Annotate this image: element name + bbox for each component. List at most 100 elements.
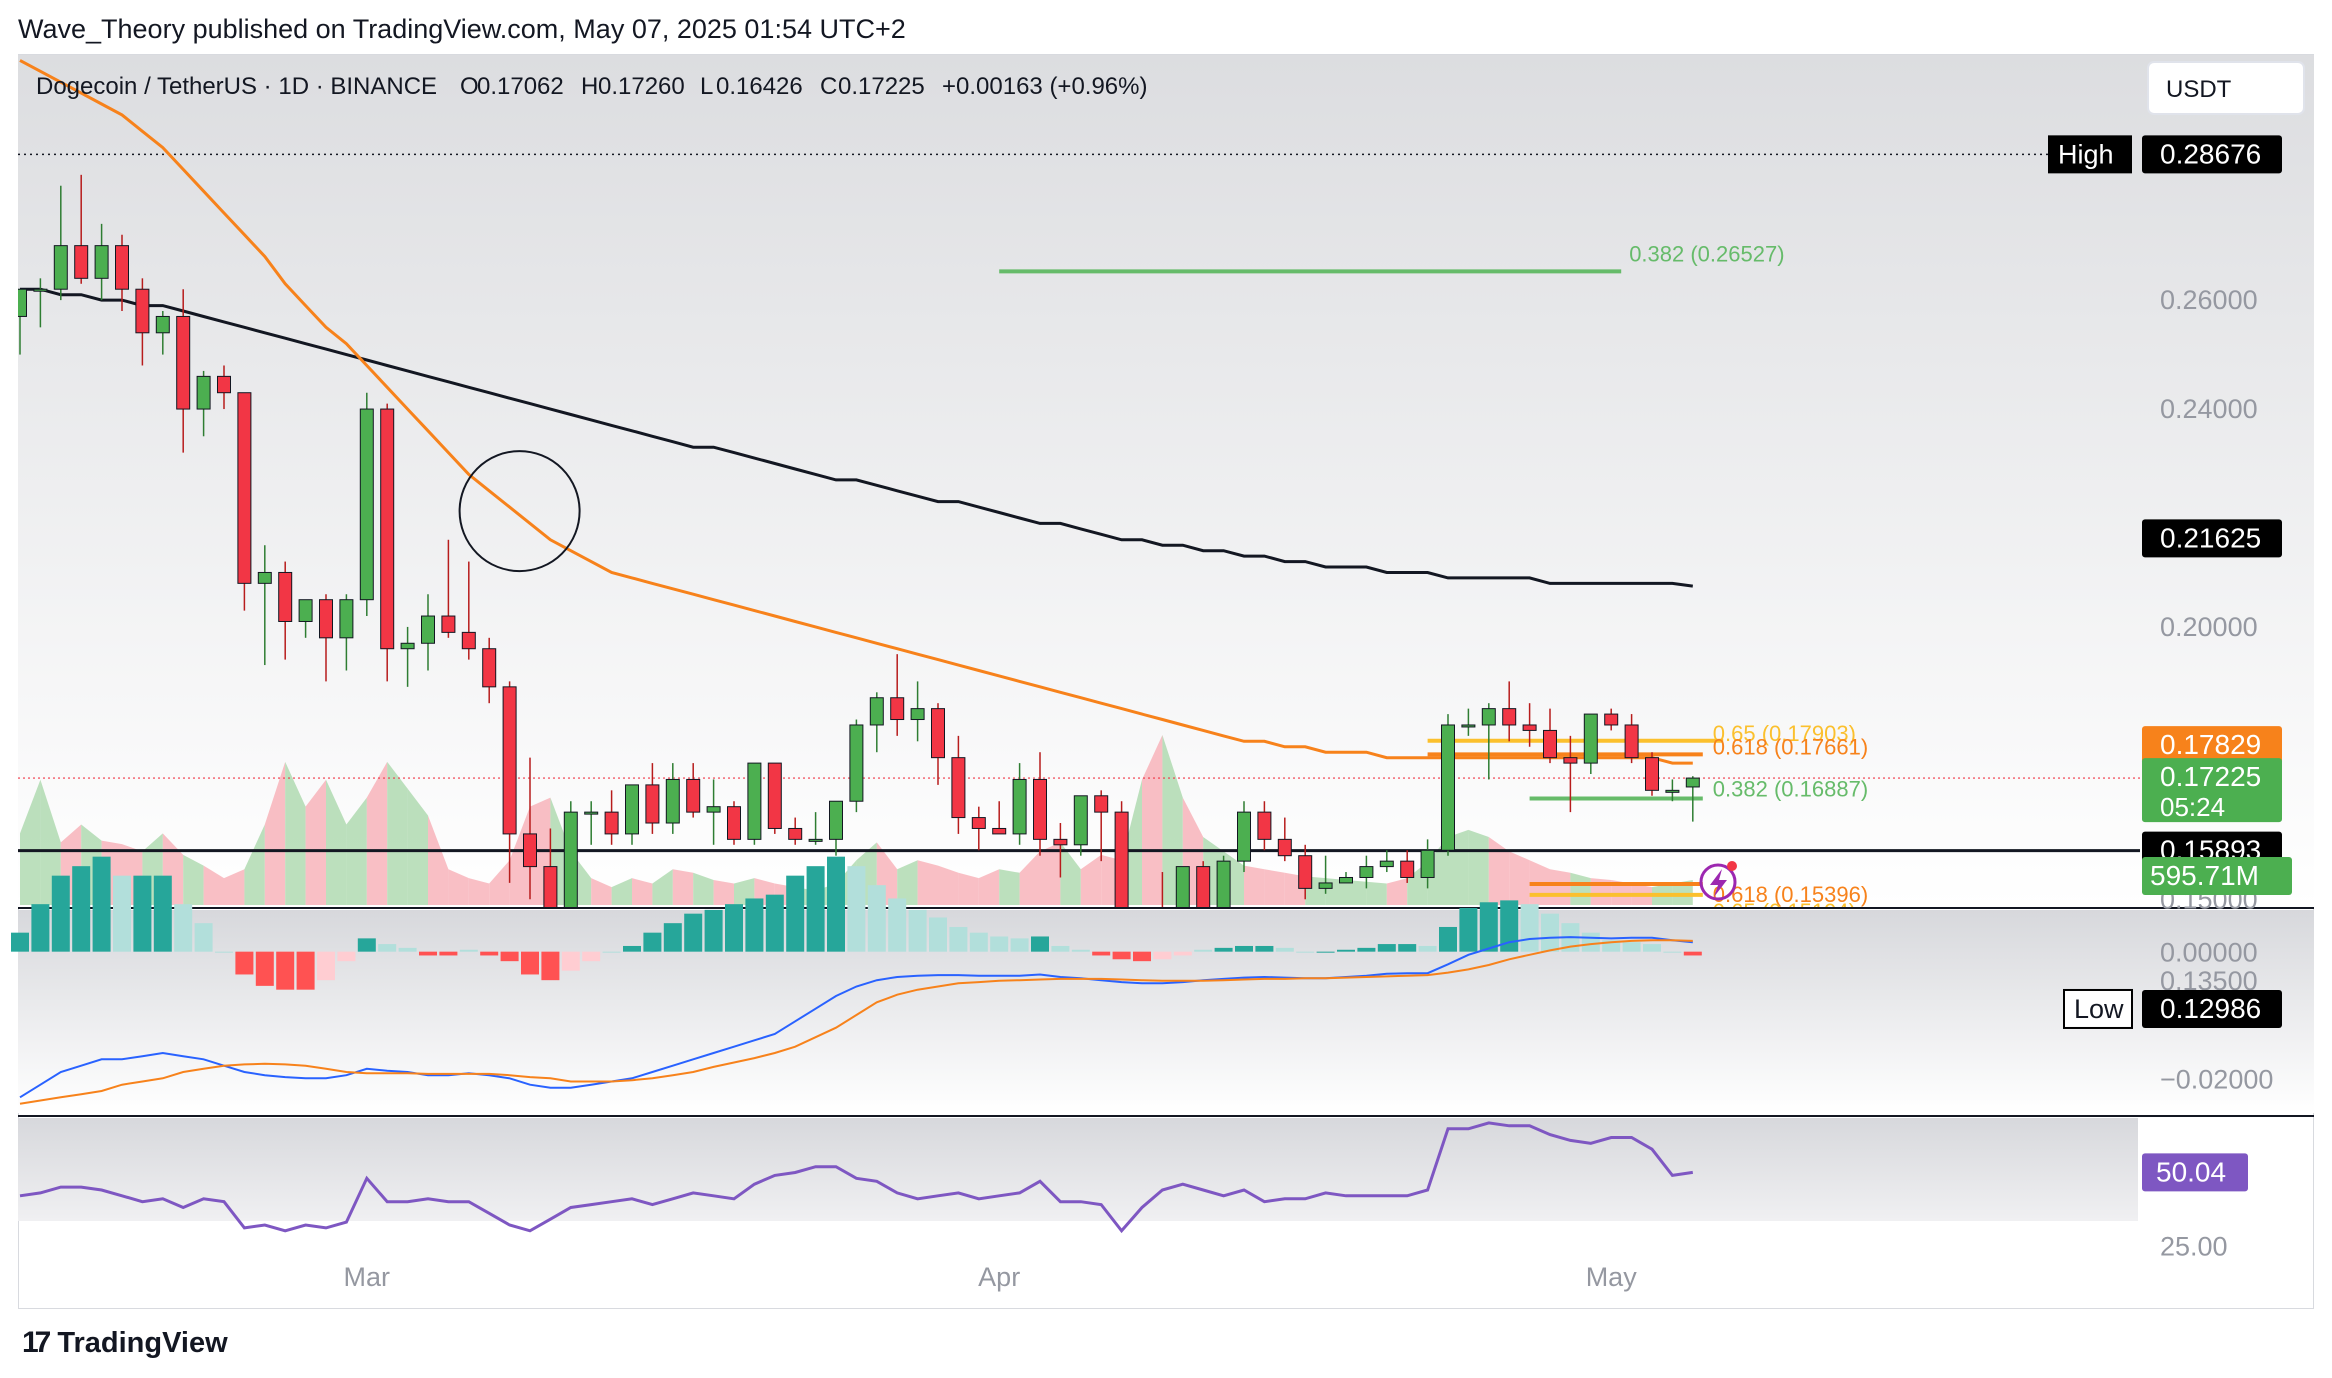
rsi-tag-value: 50.04 [2156, 1156, 2226, 1187]
candle-body [869, 697, 884, 726]
macd-histogram-bar [419, 951, 437, 956]
volume-segment [734, 878, 755, 905]
price-axis-tick: 0.20000 [2160, 612, 2258, 642]
macd-histogram-bar [663, 923, 682, 952]
fib-label: 0.382 (0.26527) [1629, 241, 1784, 266]
volume-segment [1488, 837, 1510, 905]
ohlc-change: +0.00163 (+0.96%) [942, 73, 1148, 100]
macd-line [19, 936, 1693, 1099]
candle-body [951, 757, 966, 819]
macd-histogram-bar [1194, 949, 1213, 952]
candle-body [196, 375, 211, 410]
volume-segment [1509, 851, 1530, 905]
footer-brand-name: TradingView [57, 1326, 228, 1359]
price-pane: 0.382 (0.26527) 0.65 (0.17903)0.618 (0.17… [18, 59, 2140, 907]
volume-tag-value: 595.71M [2150, 860, 2259, 891]
macd-axis-tick: 0.00000 [2160, 938, 2258, 968]
candle-body [563, 811, 578, 907]
macd-histogram-bar [133, 875, 152, 952]
macd-histogram-bar [1602, 940, 1621, 952]
price-axis-tick: 0.24000 [2160, 394, 2258, 424]
ohlc-close-value: 0.17225 [838, 73, 925, 100]
candle-body [1481, 708, 1496, 726]
ohlc-high-label: H [581, 73, 598, 100]
volume-segment [978, 869, 1000, 905]
macd-histogram-bar [806, 866, 825, 952]
moving-average-black [20, 287, 1693, 588]
price-tag-value: 0.17225 [2160, 761, 2261, 792]
macd-histogram-bar [949, 926, 968, 952]
volume-segment [1244, 865, 1265, 905]
macd-histogram-bar [1173, 951, 1192, 956]
macd-histogram-bar [1439, 926, 1457, 952]
volume-segment [264, 761, 286, 905]
macd-histogram-bar [1398, 944, 1417, 952]
candle-body [523, 833, 537, 868]
macd-histogram-bar [867, 885, 886, 952]
candle-body [890, 697, 905, 721]
macd-histogram-bar [1214, 947, 1233, 952]
rsi-axis-tick: 25.00 [2160, 1231, 2228, 1261]
candle-body [278, 571, 293, 622]
volume-segment [20, 779, 41, 905]
macd-histogram-bar [1133, 951, 1151, 962]
price-axis-tick: 0.26000 [2160, 285, 2258, 315]
currency-button[interactable]: USDT [2147, 61, 2305, 115]
macd-histogram-bar [1541, 913, 1559, 952]
macd-histogram-bar [296, 951, 315, 990]
macd-histogram-bar [11, 932, 29, 952]
volume-segment [407, 788, 428, 905]
macd-histogram-bar [194, 923, 213, 952]
volume-segment [1142, 735, 1163, 905]
volume-segment [366, 761, 388, 905]
volume-segment [1162, 735, 1183, 905]
macd-histogram-bar [1459, 907, 1478, 952]
macd-histogram-bar [1622, 942, 1641, 952]
symbol-name: Dogecoin / TetherUS · 1D · BINANCE [36, 73, 437, 100]
price-tag-value: 0.21625 [2160, 522, 2261, 553]
candle-body [94, 245, 109, 279]
fib-label: 0.618 (0.15396) [1713, 882, 1868, 907]
macd-histogram-bar [1051, 945, 1070, 952]
footer-brand[interactable]: 17 TradingView [22, 1326, 228, 1360]
volume-segment [448, 869, 469, 905]
volume-segment [244, 824, 265, 905]
candle-body [1053, 838, 1068, 846]
macd-histogram-bar [1683, 951, 1702, 956]
ohlc-low-label: L [700, 73, 713, 100]
candle-body [584, 811, 599, 815]
candle-body [604, 811, 619, 835]
volume-segment [1570, 872, 1591, 905]
macd-histogram-bar [337, 951, 356, 962]
volume-segment [203, 865, 224, 905]
candle-body [1400, 860, 1415, 878]
macd-histogram-bar [459, 949, 478, 952]
macd-axis-tick: −0.02000 [2160, 1064, 2273, 1094]
candle-body [1624, 724, 1639, 759]
volume-tag [2142, 857, 2292, 895]
volume-segment [938, 865, 959, 905]
macd-histogram-bar [1296, 951, 1315, 953]
macd-histogram-bar [1316, 951, 1335, 953]
tradingview-logo-icon: 17 [22, 1326, 51, 1359]
currency-button-label[interactable]: USDT [2166, 76, 2232, 103]
crossover-circle[interactable] [458, 450, 581, 573]
candle-body [1216, 860, 1231, 907]
level-price-tag [2142, 989, 2282, 1028]
level-label-high: High [2058, 139, 2114, 169]
macd-histogram-bar [31, 904, 50, 952]
candle-body [482, 648, 497, 688]
ohlc-open-value: 0.17062 [477, 73, 564, 100]
volume-segment [305, 779, 326, 905]
volume-segment [1672, 879, 1693, 905]
price-tag [2142, 758, 2282, 823]
candle-body [686, 778, 701, 813]
level-price-value: 0.12986 [2160, 993, 2261, 1024]
macd-histogram-bar [357, 938, 376, 952]
macd-histogram-bar [1520, 904, 1539, 952]
price-tag [2142, 519, 2282, 558]
volume-segment [1386, 878, 1408, 905]
alert-icon[interactable] [1699, 861, 1737, 901]
volume-segment [1346, 879, 1367, 905]
